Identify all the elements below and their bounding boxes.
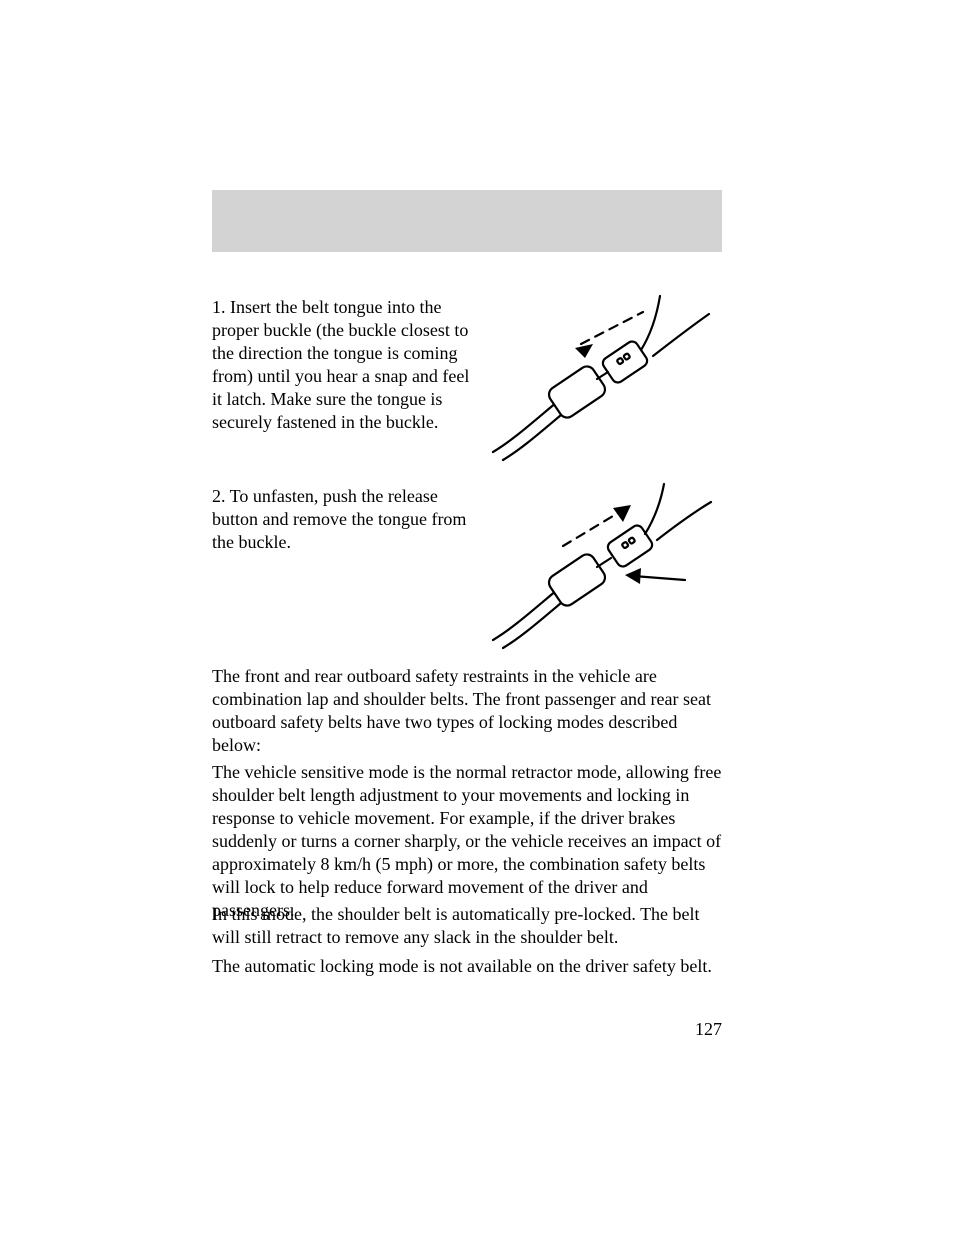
step-2-text: 2. To unfasten, push the release button … [212, 485, 472, 554]
outboard-restraints-paragraph: The front and rear outboard safety restr… [212, 665, 722, 757]
fasten-buckle-illustration [485, 292, 725, 467]
automatic-locking-paragraph-1: In this mode, the shoulder belt is autom… [212, 903, 722, 949]
unfasten-buckle-illustration [485, 480, 725, 655]
page: 1. Insert the belt tongue into the prope… [0, 0, 954, 1235]
vehicle-sensitive-mode-paragraph: The vehicle sensitive mode is the normal… [212, 761, 722, 922]
automatic-locking-paragraph-2: The automatic locking mode is not availa… [212, 955, 722, 978]
header-bar [212, 190, 722, 252]
step-1-text: 1. Insert the belt tongue into the prope… [212, 296, 472, 434]
page-number: 127 [695, 1019, 722, 1040]
